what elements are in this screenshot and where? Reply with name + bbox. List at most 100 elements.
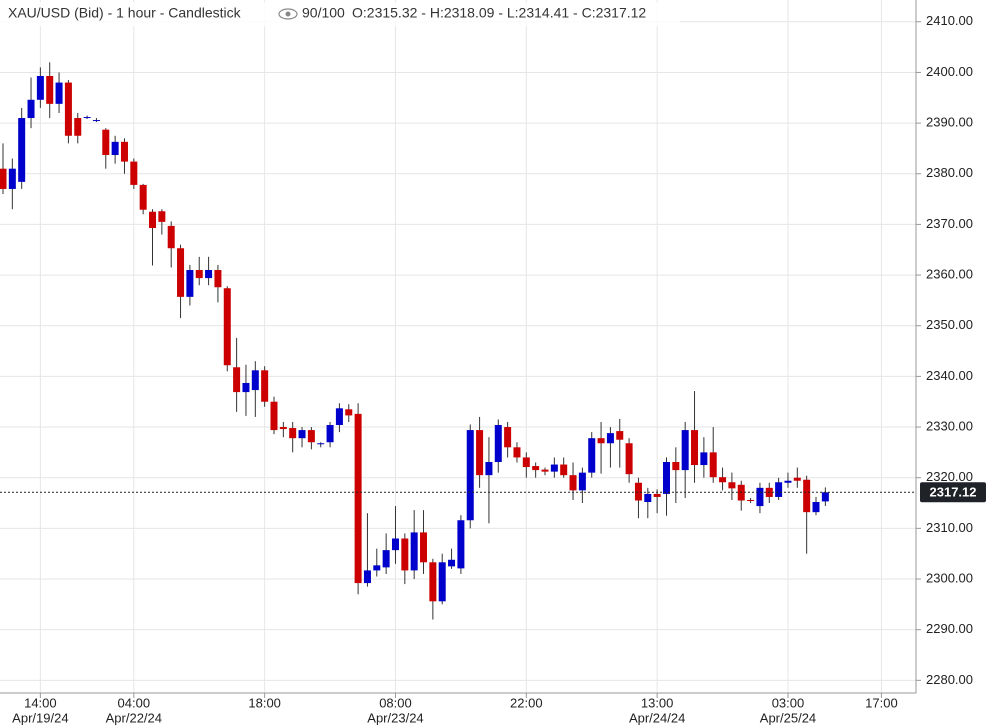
x-tick-date: Apr/22/24 [106, 710, 162, 725]
candle-body [345, 409, 353, 416]
candle-body [363, 570, 371, 584]
y-tick-label: 2290.00 [926, 621, 973, 636]
candle-body [728, 482, 736, 489]
visible-count: 90/100 [302, 5, 345, 21]
candle-body [120, 141, 128, 162]
candle-body [504, 427, 512, 448]
candle-body [606, 433, 614, 444]
header-bg [0, 2, 680, 26]
candle-body [466, 430, 474, 521]
eye-icon [278, 8, 298, 20]
x-tick-date: Apr/24/24 [629, 710, 685, 725]
y-tick-label: 2360.00 [926, 267, 973, 282]
candle-body [326, 425, 334, 443]
y-tick-label: 2390.00 [926, 115, 973, 130]
x-tick-label: 03:00 [772, 695, 805, 710]
candle-body [139, 184, 147, 210]
candle-body [700, 452, 708, 466]
candle-body [513, 447, 521, 458]
candle-body [541, 469, 549, 472]
candle-body [18, 118, 26, 182]
candle-body [494, 425, 502, 462]
candle-body [111, 141, 119, 156]
candle-body [214, 270, 222, 288]
candle-body [709, 452, 717, 478]
candle-body [793, 477, 801, 481]
candle-body [522, 457, 530, 468]
x-tick-date: Apr/23/24 [367, 710, 423, 725]
y-tick-label: 2280.00 [926, 672, 973, 687]
candle-body [382, 550, 390, 568]
candle-body [195, 270, 203, 279]
candle-body [335, 408, 343, 426]
x-tick-date: Apr/25/24 [760, 710, 816, 725]
candle-body [719, 477, 727, 483]
candle-body [242, 382, 250, 393]
candle-body [27, 99, 35, 119]
y-tick-label: 2380.00 [926, 165, 973, 180]
candle-body [92, 120, 100, 122]
candle-body [429, 562, 437, 602]
candle-body [550, 464, 558, 472]
candle-body [251, 370, 259, 391]
candle-body [597, 438, 605, 444]
candle-body [270, 401, 278, 431]
candle-body [64, 82, 72, 136]
candle-body [438, 562, 446, 602]
candle-body [158, 211, 166, 222]
candle-body [625, 443, 633, 475]
candle-body [644, 493, 652, 503]
candle-body [391, 538, 399, 551]
y-tick-label: 2370.00 [926, 216, 973, 231]
candle-body [307, 430, 315, 443]
candle-body [420, 532, 428, 563]
chart-title: XAU/USD (Bid) - 1 hour - Candlestick [8, 5, 242, 21]
candle-body [130, 161, 138, 185]
candles [0, 62, 916, 620]
candle-body [756, 487, 764, 507]
candle-body [653, 493, 661, 497]
candle-body [401, 538, 409, 571]
candle-body [261, 370, 269, 402]
y-tick-label: 2310.00 [926, 520, 973, 535]
candle-body [167, 225, 175, 249]
axes: 2280.00 2290.00 2300.00 2310.00 2320.00 2330.… [12, 13, 986, 725]
x-tick-label: 18:00 [248, 695, 281, 710]
candle-body [177, 248, 185, 297]
candle-body [569, 475, 577, 491]
candle-body [681, 430, 689, 471]
candle-body [616, 431, 624, 440]
candle-body [55, 82, 63, 104]
x-tick-label: 08:00 [379, 695, 412, 710]
candle-body [46, 75, 54, 104]
y-tick-label: 2300.00 [926, 570, 973, 585]
candle-body [821, 492, 829, 502]
candle-body [83, 117, 91, 119]
y-tick-label: 2400.00 [926, 64, 973, 79]
candle-body [298, 430, 306, 439]
x-tick-label: 14:00 [24, 695, 57, 710]
last-price-box [920, 482, 986, 503]
candle-body [8, 168, 16, 189]
candle-body [578, 472, 586, 491]
x-tick-label: 17:00 [865, 695, 898, 710]
y-tick-label: 2350.00 [926, 317, 973, 332]
candle-body [775, 482, 783, 497]
candle-body [74, 118, 82, 136]
candle-body [532, 466, 540, 471]
candle-body [448, 559, 456, 567]
candle-body [588, 438, 596, 473]
candle-body [662, 462, 670, 494]
candle-body [186, 270, 194, 297]
candle-body [747, 499, 755, 502]
candle-body [672, 462, 680, 471]
y-tick-label: 2410.00 [926, 13, 973, 28]
candle-body [223, 288, 231, 366]
candle-body [149, 211, 157, 228]
candle-body [457, 520, 465, 569]
candle-body [36, 75, 44, 100]
y-tick-label: 2320.00 [926, 469, 973, 484]
candle-body [0, 168, 7, 189]
